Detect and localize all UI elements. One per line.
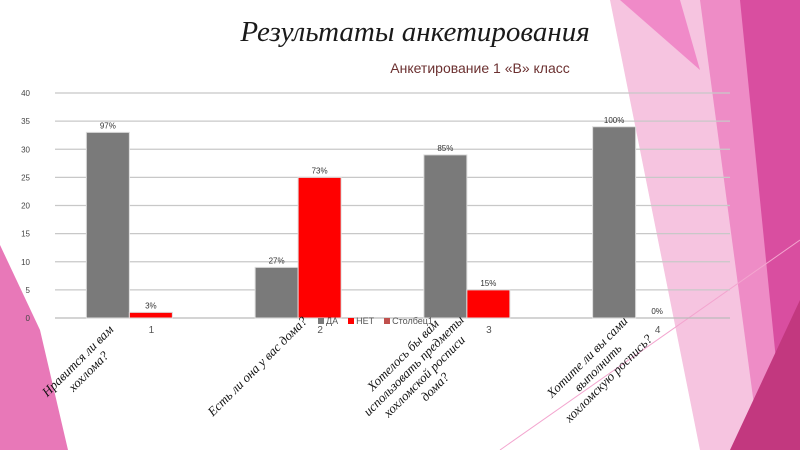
x-tick-label: 1	[149, 325, 155, 336]
x-tick-label: 2	[317, 325, 323, 336]
slide-title: Результаты анкетирования	[240, 16, 590, 48]
legend-item-da: ДА	[318, 316, 338, 326]
data-label: 73%	[312, 166, 328, 175]
bar-da	[254, 266, 299, 319]
legend-item-net: НЕТ	[348, 316, 374, 326]
bar-da	[592, 126, 637, 319]
y-tick-label: 15	[21, 230, 30, 239]
data-label: 97%	[100, 121, 116, 130]
y-tick-label: 10	[21, 258, 30, 267]
y-tick-label: 30	[21, 145, 30, 154]
data-label: 3%	[145, 301, 157, 310]
y-tick-label: 0	[26, 314, 31, 323]
y-tick-label: 35	[21, 117, 30, 126]
legend-item-stolbets1: Столбец1	[384, 316, 433, 326]
bar-net	[297, 176, 342, 319]
data-label: 15%	[480, 279, 496, 288]
data-label: 100%	[604, 116, 624, 125]
chart-title: Анкетирование 1 «В» класс	[390, 60, 570, 76]
data-label: 27%	[269, 256, 285, 265]
data-label: 0%	[651, 307, 663, 316]
right-decor-corner	[730, 300, 800, 450]
x-tick-label: 4	[655, 325, 661, 336]
legend: ДА НЕТ Столбец1	[318, 316, 433, 326]
bar-da	[85, 131, 130, 319]
right-decor-top	[620, 0, 700, 70]
data-label: 85%	[437, 144, 453, 153]
y-tick-label: 40	[21, 89, 30, 98]
x-tick-label: 3	[486, 325, 492, 336]
y-tick-label: 20	[21, 202, 30, 211]
bar-net	[466, 289, 511, 319]
y-tick-label: 5	[26, 286, 31, 295]
y-tick-label: 25	[21, 173, 30, 182]
bar-da	[423, 154, 468, 319]
bar-net	[128, 311, 173, 319]
left-decor-shape	[0, 245, 68, 450]
